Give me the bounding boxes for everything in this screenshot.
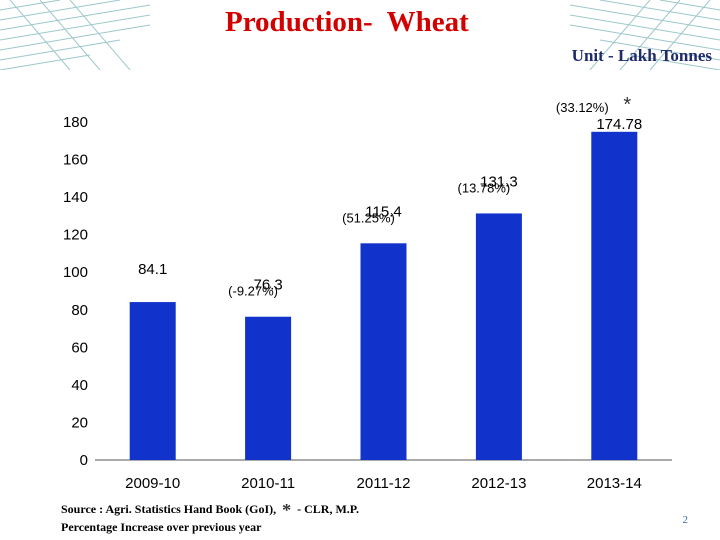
percentage-label: (51.25%) <box>342 210 395 225</box>
slide-title: Production- Wheat <box>225 6 469 38</box>
y-tick-label: 120 <box>63 227 88 244</box>
bar <box>360 243 407 460</box>
x-tick-label: 2009-10 <box>125 475 180 492</box>
y-tick-label: 80 <box>71 302 88 319</box>
y-tick-label: 100 <box>63 264 88 281</box>
corner-pattern-left <box>0 0 150 70</box>
bar <box>129 302 176 460</box>
data-label: 131.3 <box>480 173 518 190</box>
y-tick-label: 180 <box>63 114 88 131</box>
x-tick-label: 2011-12 <box>357 475 411 492</box>
source-line: Source : Agri. Statistics Hand Book (GoI… <box>61 501 359 519</box>
source-suffix: - CLR, M.P. <box>297 502 360 516</box>
data-label: 76.3 <box>253 277 282 294</box>
page-number: 2 <box>682 514 689 526</box>
x-tick-label: 2013-14 <box>587 475 642 492</box>
y-tick-label: 160 <box>63 152 88 169</box>
source-text: Source : Agri. Statistics Hand Book (GoI… <box>61 502 277 516</box>
y-tick-label: 40 <box>71 377 88 394</box>
y-tick-label: 0 <box>80 452 88 469</box>
bar <box>245 316 292 460</box>
y-tick-label: 60 <box>71 339 88 356</box>
percentage-label: (13.78%) <box>458 180 511 195</box>
source-asterisk: * <box>282 500 292 520</box>
bar <box>475 213 522 460</box>
footer: Source : Agri. Statistics Hand Book (GoI… <box>61 501 359 536</box>
y-tick-label: 140 <box>63 189 88 206</box>
data-label: 115.4 <box>365 203 401 220</box>
asterisk-marker: * <box>623 94 631 116</box>
percentage-label: (33.12%) <box>556 100 609 115</box>
percentage-note: Percentage Increase over previous year <box>61 520 262 534</box>
corner-pattern-right <box>570 0 720 70</box>
data-label: 84.1 <box>138 261 167 278</box>
unit-label: Unit - Lakh Tonnes <box>571 46 712 65</box>
data-label: 174.78 <box>596 116 642 133</box>
bar <box>591 131 638 460</box>
x-tick-label: 2010-11 <box>241 475 295 492</box>
x-tick-label: 2012-13 <box>471 475 526 492</box>
percentage-label: (-9.27%) <box>228 284 278 299</box>
y-tick-label: 20 <box>71 414 88 431</box>
